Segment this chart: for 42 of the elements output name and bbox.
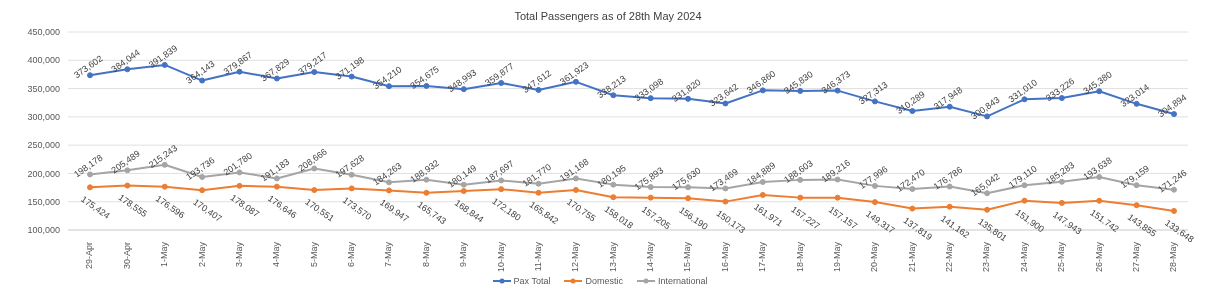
x-tick-label: 14-May <box>645 241 656 273</box>
legend-label: International <box>656 276 708 286</box>
x-tick-label: 7-May <box>383 241 394 268</box>
x-tick-label: 4-May <box>271 241 282 268</box>
x-tick-label: 6-May <box>346 241 357 268</box>
x-tick-label: 20-May <box>869 241 880 273</box>
x-tick-label: 17-May <box>757 241 768 273</box>
x-tick-label: 19-May <box>831 241 842 273</box>
x-tick-label: 21-May <box>906 241 917 273</box>
x-tick-label: 28-May <box>1168 241 1179 273</box>
x-tick-label: 13-May <box>607 241 618 273</box>
x-tick-label: 10-May <box>495 241 506 273</box>
y-tick-label: 250,000 <box>27 140 60 151</box>
y-tick-label: 400,000 <box>27 55 60 66</box>
x-tick-label: 5-May <box>308 241 319 268</box>
x-tick-label: 24-May <box>1018 241 1029 273</box>
x-tick-label: 22-May <box>944 241 955 273</box>
legend-label: Pax Total <box>512 276 551 286</box>
y-tick-label: 450,000 <box>27 27 60 38</box>
x-tick-label: 26-May <box>1093 241 1104 273</box>
y-tick-label: 350,000 <box>27 83 60 94</box>
x-tick-label: 29-Apr <box>84 242 95 270</box>
x-tick-label: 30-Apr <box>121 242 132 270</box>
chart-title: Total Passengers as of 28th May 2024 <box>513 9 703 24</box>
x-tick-label: 12-May <box>570 241 581 273</box>
x-tick-label: 16-May <box>719 241 730 273</box>
y-tick-label: 150,000 <box>27 196 60 207</box>
x-tick-label: 23-May <box>981 241 992 273</box>
x-tick-label: 8-May <box>420 241 431 268</box>
y-tick-label: 200,000 <box>27 168 60 179</box>
x-tick-label: 25-May <box>1056 241 1067 273</box>
x-tick-label: 2-May <box>196 241 207 268</box>
legend-label: Domestic <box>584 276 623 286</box>
x-tick-label: 3-May <box>233 241 244 268</box>
x-tick-label: 11-May <box>532 241 543 272</box>
x-tick-label: 18-May <box>794 241 805 273</box>
x-tick-label: 27-May <box>1131 241 1141 273</box>
x-tick-label: 15-May <box>682 241 693 273</box>
x-tick-label: 1-May <box>159 241 170 268</box>
y-tick-label: 100,000 <box>27 225 60 236</box>
x-tick-label: 9-May <box>458 241 469 268</box>
y-tick-label: 300,000 <box>27 112 60 123</box>
